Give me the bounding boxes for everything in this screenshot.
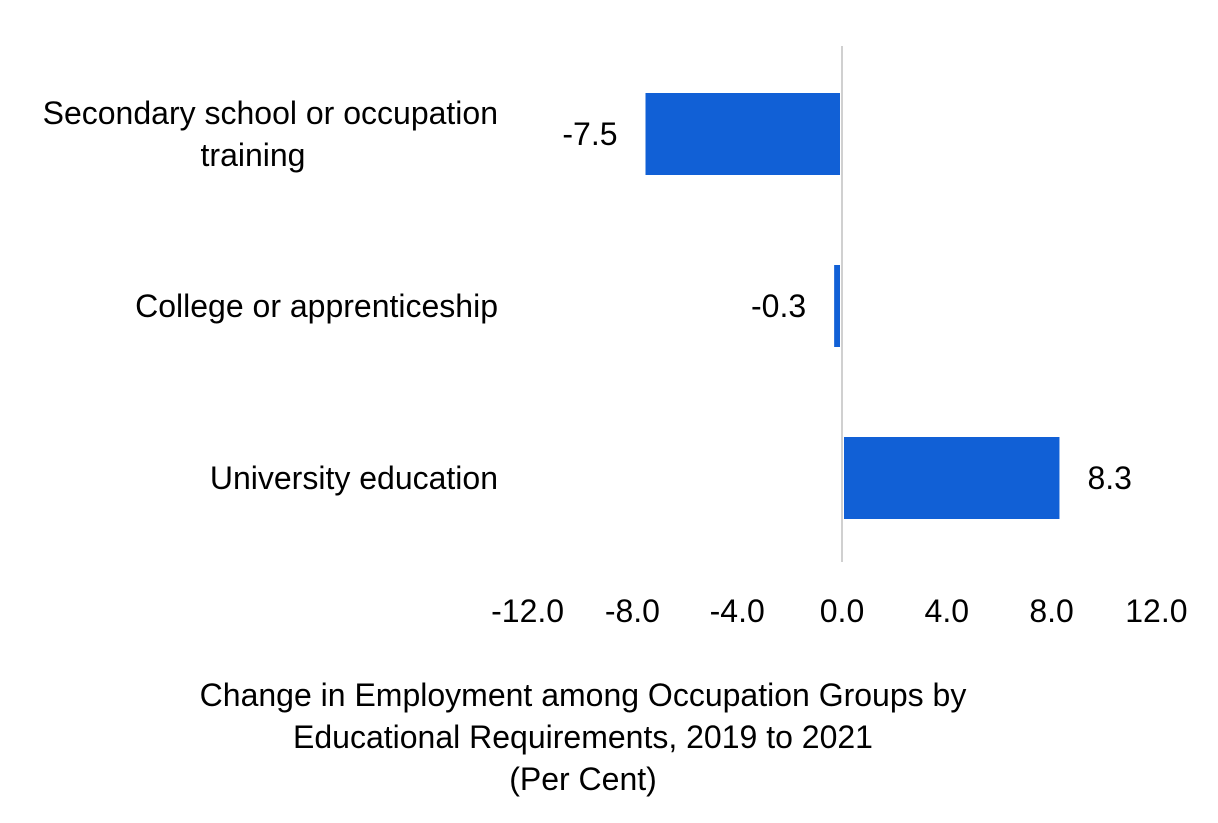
bar-0 bbox=[645, 93, 840, 175]
x-tick-label-2: -4.0 bbox=[710, 593, 765, 629]
category-labels-layer: Secondary school or occupation training Co… bbox=[43, 95, 498, 496]
value-label-2: 8.3 bbox=[1087, 460, 1131, 496]
x-tick-label-6: 12.0 bbox=[1125, 593, 1187, 629]
x-tick-label-0: -12.0 bbox=[491, 593, 564, 629]
bar-1 bbox=[834, 265, 840, 347]
value-label-0: -7.5 bbox=[562, 116, 617, 152]
value-label-1: -0.3 bbox=[751, 288, 806, 324]
category-label-0-line-1: training bbox=[201, 137, 306, 173]
x-tick-label-5: 8.0 bbox=[1029, 593, 1073, 629]
category-label-2-line-0: University education bbox=[210, 460, 498, 496]
x-axis-title-layer: Change in Employment among Occupation Gr… bbox=[200, 677, 967, 797]
x-axis-title-line-1: Educational Requirements, 2019 to 2021 bbox=[293, 719, 873, 755]
x-tick-labels-layer: -12.0 -8.0 -4.0 0.0 4.0 8.0 12.0 bbox=[491, 593, 1187, 629]
category-label-0-line-0: Secondary school or occupation bbox=[43, 95, 498, 131]
value-labels-layer: -7.5 -0.3 8.3 bbox=[562, 116, 1132, 496]
x-axis-title-line-0: Change in Employment among Occupation Gr… bbox=[200, 677, 967, 713]
bars-layer bbox=[645, 93, 1060, 519]
x-tick-label-1: -8.0 bbox=[605, 593, 660, 629]
category-label-1-line-0: College or apprenticeship bbox=[135, 288, 498, 324]
x-tick-label-4: 4.0 bbox=[925, 593, 969, 629]
x-axis-title-line-2: (Per Cent) bbox=[509, 761, 657, 797]
bar-2 bbox=[844, 437, 1060, 519]
x-tick-label-3: 0.0 bbox=[820, 593, 864, 629]
